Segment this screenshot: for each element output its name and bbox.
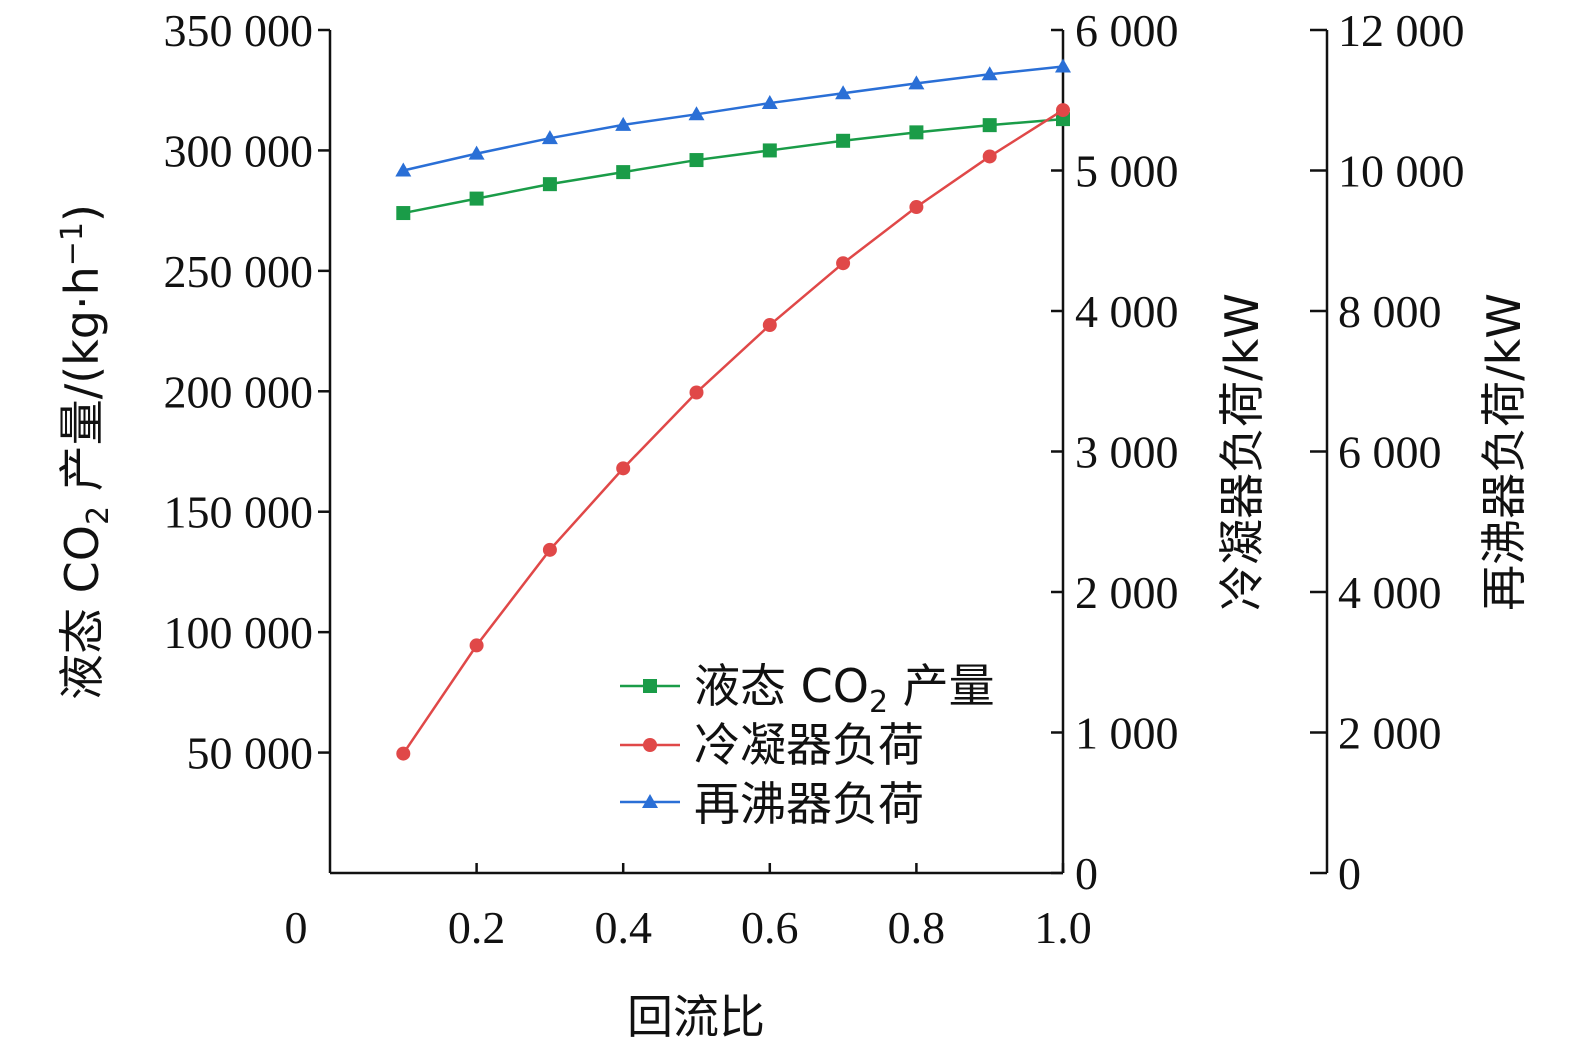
series-line-1 xyxy=(402,109,1064,755)
series-line-0 xyxy=(403,117,1064,215)
x-tick-label: 1.0 xyxy=(1034,902,1092,953)
legend-label-reboiler: 再沸器负荷 xyxy=(694,777,924,831)
right2-y-tick-label: 6 000 xyxy=(1338,427,1442,478)
data-point-triangle xyxy=(541,130,558,145)
right2-y-tick-label: 2 000 xyxy=(1338,708,1442,759)
x-tick-label: 0.4 xyxy=(594,902,652,953)
data-point-circle xyxy=(909,200,924,215)
x-tick-label: 0 xyxy=(285,902,308,953)
data-point-triangle xyxy=(835,85,852,100)
data-point-circle xyxy=(982,149,997,164)
data-point-circle xyxy=(396,746,411,761)
left-y-axis-title: 液态 CO2 产量/(kg·h−1) xyxy=(55,204,116,700)
data-point-circle xyxy=(616,461,631,476)
right2-y-tick-label: 0 xyxy=(1338,848,1361,899)
data-point-triangle xyxy=(688,106,705,121)
data-point-triangle xyxy=(1055,58,1071,73)
right2-y-tick-label: 12 000 xyxy=(1338,5,1465,56)
data-point-triangle xyxy=(615,116,632,131)
right2-y-axis-title: 再沸器负荷/kW xyxy=(1477,293,1531,611)
legend-entry-reboiler: 再沸器负荷 xyxy=(620,777,924,831)
data-point-triangle xyxy=(395,162,412,177)
right1-y-tick-label: 4 000 xyxy=(1075,286,1179,337)
left-y-axis-title-subscript: 2 xyxy=(81,506,116,525)
right2-y-tick-label: 10 000 xyxy=(1338,146,1465,197)
data-point-square xyxy=(616,165,631,180)
series-layer xyxy=(395,58,1071,761)
right2-y-tick-label: 8 000 xyxy=(1338,286,1442,337)
data-point-circle xyxy=(836,256,851,271)
left-y-tick-label: 100 000 xyxy=(164,607,314,658)
x-tick-label: 0.6 xyxy=(741,902,799,953)
right1-y-axis-title: 冷凝器负荷/kW xyxy=(1215,293,1269,611)
legend-entry-condenser: 冷凝器负荷 xyxy=(620,718,924,772)
right1-y-tick-label: 2 000 xyxy=(1075,567,1179,618)
legend-label-co2-part1: 液态 CO xyxy=(694,659,869,713)
legend-entry-co2: 液态 CO2 产量 xyxy=(620,659,995,720)
legend-marker-triangle xyxy=(642,794,658,808)
legend-label-co2-subscript: 2 xyxy=(869,685,888,720)
legend: 液态 CO2 产量 冷凝器负荷 再沸器负荷 xyxy=(620,659,995,831)
data-point-triangle xyxy=(761,95,778,110)
data-point-circle xyxy=(762,318,777,333)
left-y-tick-label: 150 000 xyxy=(164,487,314,538)
data-point-circle xyxy=(542,542,557,557)
x-tick-label: 0.8 xyxy=(888,902,946,953)
legend-marker-circle xyxy=(643,738,657,752)
x-axis-title: 回流比 xyxy=(627,990,765,1044)
legend-label-condenser: 冷凝器负荷 xyxy=(694,718,924,772)
left-y-axis-title-part3: ) xyxy=(55,204,109,222)
legend-marker-square xyxy=(643,679,657,693)
data-point-square xyxy=(909,125,924,140)
data-point-square xyxy=(982,118,997,133)
legend-label-co2-part2: 产量 xyxy=(888,659,995,713)
right1-y-tick-label: 5 000 xyxy=(1075,146,1179,197)
data-point-square xyxy=(836,133,851,148)
right1-y-tick-label: 0 xyxy=(1075,848,1098,899)
data-point-square xyxy=(542,177,557,192)
left-y-tick-label: 250 000 xyxy=(164,246,314,297)
right1-y-tick-label: 6 000 xyxy=(1075,5,1179,56)
data-point-square xyxy=(762,143,777,158)
data-point-square xyxy=(396,206,411,221)
left-y-axis-title-superscript: −1 xyxy=(55,222,90,266)
data-point-triangle xyxy=(468,145,485,160)
left-y-axis-title-part2: 产量/(kg·h xyxy=(55,266,109,506)
data-point-circle xyxy=(1056,103,1070,118)
data-point-circle xyxy=(689,385,704,400)
right1-y-tick-label: 1 000 xyxy=(1075,708,1179,759)
series-line-2 xyxy=(403,65,1064,172)
data-point-triangle xyxy=(981,66,998,81)
left-y-tick-label: 350 000 xyxy=(164,5,314,56)
data-point-square xyxy=(469,191,484,206)
right2-y-tick-label: 4 000 xyxy=(1338,567,1442,618)
right1-y-tick-label: 3 000 xyxy=(1075,427,1179,478)
left-y-tick-label: 50 000 xyxy=(187,728,314,779)
left-y-axis-title-part1: 液态 CO xyxy=(55,525,109,700)
data-point-square xyxy=(689,153,704,168)
legend-label-co2: 液态 CO2 产量 xyxy=(694,659,995,720)
data-point-triangle xyxy=(908,75,925,90)
data-point-circle xyxy=(469,638,484,653)
left-y-tick-label: 200 000 xyxy=(164,366,314,417)
x-tick-label: 0.2 xyxy=(448,902,506,953)
left-y-tick-label: 300 000 xyxy=(164,125,314,176)
